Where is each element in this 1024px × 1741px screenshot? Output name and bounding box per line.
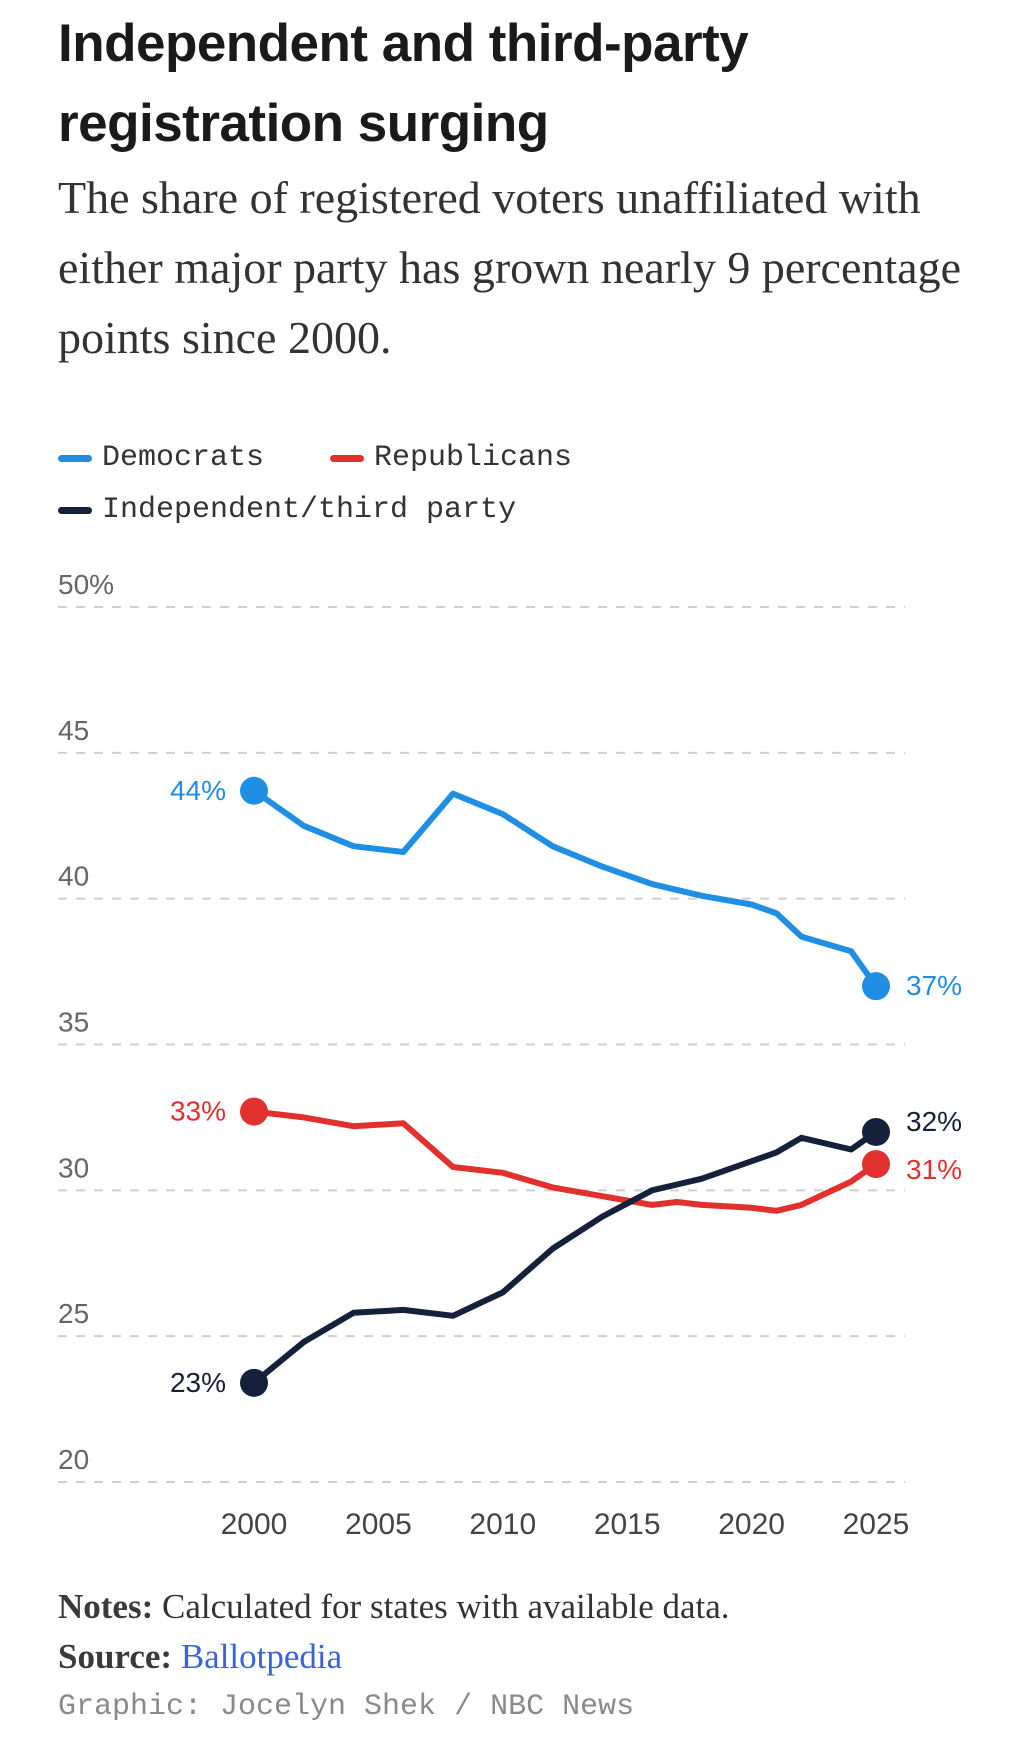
x-tick-label-2000: 2000 [221, 1508, 288, 1541]
legend-swatch-independent [58, 506, 92, 514]
legend-label-independent: Independent/third party [102, 493, 517, 527]
source-link[interactable]: Ballotpedia [180, 1637, 343, 1676]
notes-text: Calculated for states with available dat… [162, 1587, 730, 1626]
notes-line: Notes: Calculated for states with availa… [58, 1582, 988, 1632]
x-tick-label-2020: 2020 [718, 1508, 785, 1541]
x-tick-label-2025: 2025 [843, 1508, 910, 1541]
legend-item-independent: Independent/third party [58, 493, 516, 527]
end-label-democrats: 37% [906, 970, 962, 1001]
legend-label-republicans: Republicans [374, 441, 573, 475]
notes-block: Notes: Calculated for states with availa… [58, 1582, 988, 1732]
end-point-republicans [862, 1150, 890, 1179]
start-point-republicans [240, 1097, 268, 1126]
series-points [240, 776, 890, 1397]
start-label-democrats: 44% [170, 775, 226, 806]
series-line-republicans [251, 1108, 879, 1214]
data-labels: 44% 37% 33% 31% 23% 32% [170, 775, 962, 1398]
source-line: Source: Ballotpedia [58, 1632, 988, 1682]
legend-swatch-republicans [330, 454, 365, 462]
end-label-republicans: 31% [906, 1154, 962, 1185]
x-tick-label-2015: 2015 [594, 1508, 661, 1541]
legend-item-democrats: Democrats [58, 441, 264, 475]
notes-label: Notes: [58, 1587, 154, 1626]
series-line-independent [251, 1129, 879, 1386]
start-label-republicans: 33% [170, 1096, 226, 1127]
series-lines [251, 787, 879, 1386]
x-tick-label-2010: 2010 [469, 1508, 536, 1541]
chart-title: Independent and third-party registration… [58, 14, 749, 153]
source-label: Source: [58, 1637, 173, 1676]
end-label-independent: 32% [906, 1106, 962, 1137]
grid-layer [58, 606, 905, 1483]
legend-label-democrats: Democrats [102, 441, 265, 475]
y-tick-label-50: 50% [58, 569, 114, 600]
end-point-democrats [862, 972, 890, 1001]
y-tick-label-30: 30 [58, 1152, 89, 1183]
start-point-democrats [240, 776, 268, 805]
x-tick-labels: 2000 2005 2010 2015 2020 2025 [221, 1508, 910, 1541]
legend: Democrats Republicans Independent/third … [58, 432, 958, 536]
y-tick-label-40: 40 [58, 861, 89, 892]
end-point-independent [862, 1118, 890, 1146]
y-tick-label-35: 35 [58, 1007, 89, 1038]
y-tick-label-25: 25 [58, 1298, 89, 1329]
legend-swatch-democrats [58, 454, 92, 462]
series-line-democrats [251, 787, 879, 990]
start-label-independent: 23% [170, 1367, 226, 1398]
y-tick-labels: 20 25 30 35 40 45 50% [58, 569, 114, 1475]
chart-subtitle: The share of registered voters unaffilia… [58, 172, 961, 363]
x-tick-label-2005: 2005 [345, 1508, 412, 1541]
legend-item-republicans: Republicans [330, 441, 572, 475]
credit-line: Graphic: Jocelyn Shek / NBC News [58, 1690, 635, 1724]
y-tick-label-45: 45 [58, 715, 89, 746]
y-tick-label-20: 20 [58, 1444, 89, 1475]
start-point-independent [240, 1368, 268, 1397]
